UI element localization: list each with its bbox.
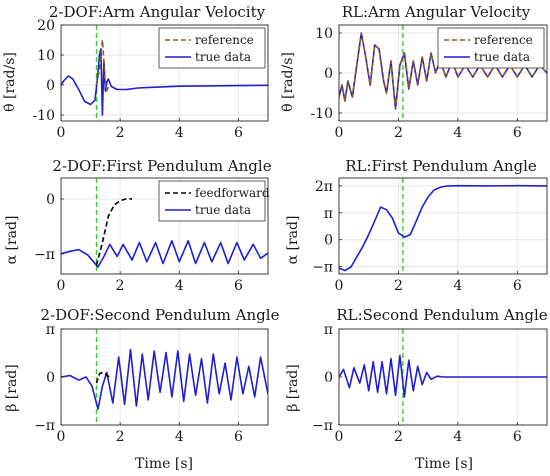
x-tick-label: 6	[234, 278, 243, 294]
panel-p1: 2-DOF:Arm Angular Velocity θ̇ [rad/s] 0 2…	[2, 3, 269, 141]
x-tick-label: 6	[513, 125, 522, 141]
data-layer	[339, 178, 547, 274]
panel-title: 2-DOF:First Pendulum Angle	[52, 157, 271, 175]
data-layer	[61, 178, 268, 274]
y-tick-label: 0	[324, 370, 333, 386]
y-axis-label: β [rad]	[285, 364, 301, 411]
x-tick-label: 4	[453, 125, 462, 141]
y-tick-label: π	[324, 206, 333, 222]
legend-entry-label: true data	[474, 50, 530, 64]
axes-frame	[60, 177, 269, 275]
x-tick-label: 2	[394, 125, 403, 141]
y-axis-label: β [rad]	[4, 364, 20, 411]
x-tick-label: 4	[175, 125, 184, 141]
x-tick-label: 2	[116, 429, 125, 445]
y-tick-label: −π	[312, 260, 333, 276]
y-tick-label: −π	[312, 418, 333, 434]
x-tick-label: 6	[513, 278, 522, 294]
series-line-true-data	[61, 348, 268, 410]
y-axis-label: α [rad]	[285, 216, 301, 265]
data-layer	[61, 329, 268, 425]
y-tick-label: 0	[46, 78, 55, 94]
x-tick-label: 0	[335, 125, 344, 141]
x-tick-label: 0	[335, 278, 344, 294]
legend-entry-label: reference	[474, 33, 533, 47]
legend-entry-label: feedforward	[195, 186, 270, 200]
y-axis-label: θ̇ [rad/s]	[280, 52, 296, 112]
legend-box	[158, 27, 266, 69]
y-axis-label: θ̇ [rad/s]	[2, 52, 18, 112]
x-tick-label: 6	[234, 125, 243, 141]
series-line-reference	[339, 32, 547, 110]
x-tick-label: 0	[57, 125, 66, 141]
y-tick-label: 10	[37, 48, 55, 64]
y-tick-label: 0	[46, 370, 55, 386]
axes-frame	[338, 177, 548, 275]
x-tick-label: 4	[175, 278, 184, 294]
data-layer	[339, 25, 547, 121]
panel-p6: RL:Second Pendulum Angle β [rad] 0 2 4 6−π0…	[285, 306, 548, 445]
panel-p3: 2-DOF:First Pendulum Angle α [rad] 0 2 4 6 −…	[4, 157, 272, 294]
legend-entry-label: reference	[195, 33, 254, 47]
y-tick-label: 0	[324, 66, 333, 82]
x-tick-label: 2	[394, 429, 403, 445]
panel-title: RL:Second Pendulum Angle	[336, 306, 547, 324]
series-line-true-data	[61, 240, 268, 268]
data-layer	[339, 329, 547, 425]
legend-box	[437, 27, 545, 69]
y-tick-label: −π	[34, 247, 55, 263]
y-tick-label: 0	[46, 192, 55, 208]
panel-title: RL:Arm Angular Velocity	[342, 3, 531, 21]
panel-title: RL:First Pendulum Angle	[345, 157, 537, 175]
x-tick-label: 2	[394, 278, 403, 294]
y-tick-label: 10	[315, 26, 333, 42]
data-layer	[61, 25, 268, 121]
series-line-reference	[95, 39, 110, 92]
legend-box	[158, 180, 266, 222]
x-axis-label-left: Time [s]	[135, 456, 193, 472]
x-tick-label: 6	[513, 429, 522, 445]
series-line-feedforward	[95, 371, 112, 384]
x-tick-label: 4	[175, 429, 184, 445]
legend: reference true data	[437, 27, 545, 69]
panel-title: 2-DOF:Arm Angular Velocity	[49, 3, 266, 21]
y-tick-label: 2π	[315, 179, 333, 195]
panel-p4: RL:First Pendulum Angle α [rad] 0 2 4 6−π0π…	[285, 157, 548, 294]
axes-frame	[60, 24, 269, 122]
series-line-true-data	[339, 354, 547, 398]
x-tick-label: 0	[57, 429, 66, 445]
x-axis-label-right: Time [s]	[415, 456, 473, 472]
legend: feedforward true data	[158, 180, 270, 222]
y-tick-label: 0	[324, 233, 333, 249]
legend-entry-label: true data	[195, 50, 251, 64]
panel-p5: 2-DOF:Second Pendulum Angle β [rad] 0 2 4 6…	[4, 306, 280, 445]
panel-title: 2-DOF:Second Pendulum Angle	[41, 306, 280, 324]
legend: reference true data	[158, 27, 266, 69]
y-axis-label: α [rad]	[4, 216, 20, 265]
x-tick-label: 0	[57, 278, 66, 294]
x-tick-label: 4	[453, 429, 462, 445]
x-tick-label: 2	[116, 278, 125, 294]
panel-p2: RL:Arm Angular Velocity θ̇ [rad/s] 0 2 4 6 -…	[280, 3, 548, 141]
y-tick-label: 20	[37, 18, 55, 34]
y-tick-label: −π	[34, 418, 55, 434]
y-tick-label: π	[46, 322, 55, 338]
x-tick-label: 4	[453, 278, 462, 294]
series-line-feedforward	[95, 198, 132, 266]
y-tick-label: -10	[310, 106, 333, 122]
y-tick-label: π	[324, 322, 333, 338]
x-tick-label: 6	[234, 429, 243, 445]
x-tick-label: 0	[335, 429, 344, 445]
x-tick-label: 2	[116, 125, 125, 141]
legend-entry-label: true data	[195, 203, 251, 217]
y-tick-label: -10	[32, 108, 55, 124]
plot-area	[339, 178, 547, 274]
series-line-true-data	[339, 184, 547, 272]
